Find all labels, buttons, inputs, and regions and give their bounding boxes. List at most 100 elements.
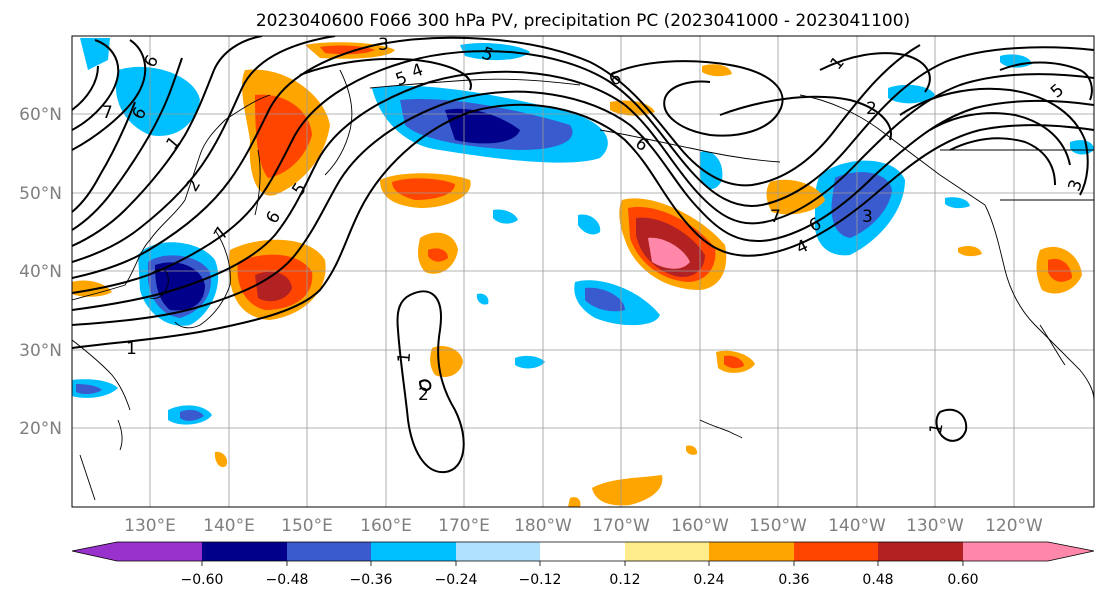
colorbar-segment-2	[202, 542, 287, 561]
colorbar-segment-3	[287, 542, 371, 561]
latitude-labels: 60°N 50°N 40°N 30°N 20°N	[19, 105, 62, 439]
colorbar-tick-label: 0.12	[609, 572, 640, 588]
lon-label-170w: 170°W	[592, 516, 650, 536]
colorbar-ticks	[201, 561, 964, 566]
colorbar-tick-label: 0.24	[693, 572, 724, 588]
pv-contour-west-2	[72, 39, 120, 131]
lon-label-170e: 170°E	[438, 516, 490, 536]
pv-contour-7	[72, 36, 263, 247]
colorbar-segment-extend-high	[1048, 542, 1094, 561]
lat-label-30n: 30°N	[19, 341, 62, 361]
pv-contour-alaska-loop	[819, 52, 931, 93]
lat-label-60n: 60°N	[19, 105, 62, 125]
colorbar-segment-11	[963, 542, 1048, 561]
baja-coast	[1039, 324, 1066, 366]
pv-contour-8	[72, 57, 183, 231]
lon-label-180w: 180°W	[514, 516, 572, 536]
philippines-coast	[79, 454, 96, 501]
california-positive-core	[1048, 258, 1072, 282]
colorbar-segment-extend-low	[72, 542, 117, 561]
alaska-coast	[799, 94, 986, 206]
colorbar-tick-label: −0.36	[350, 572, 393, 588]
pv-contours	[72, 36, 1094, 474]
alaska-negative	[888, 84, 935, 104]
okhotsk-positive-inner	[255, 94, 312, 178]
pv-label-3-north: 3	[378, 35, 389, 55]
aleutian-chain	[599, 129, 781, 163]
small-positive-3	[686, 445, 698, 455]
china-coast	[72, 339, 131, 411]
colorbar-segment-7	[625, 542, 709, 561]
colorbar-tick-label: 0.48	[862, 572, 893, 588]
lon-label-140w: 140°W	[828, 516, 886, 536]
pv-contour-east-1	[719, 95, 892, 141]
hawaii-positive-core	[724, 355, 744, 369]
asia-coast	[72, 94, 271, 301]
lon-label-160e: 160°E	[360, 516, 412, 536]
lon-label-160w: 160°W	[671, 516, 729, 536]
lon-label-150e: 150°E	[281, 516, 333, 536]
pv-label-2-central: 2	[418, 385, 429, 405]
pv-label-3-gulf: 3	[862, 207, 873, 227]
colorbar-segment-1	[117, 542, 202, 561]
pv-contour-3	[72, 70, 1094, 311]
korea-coast	[149, 268, 169, 299]
gridlines	[72, 36, 1094, 507]
pv-contour-1-subtropical	[72, 103, 1094, 349]
lat-label-50n: 50°N	[19, 184, 62, 204]
colorbar-segment-5	[456, 542, 540, 561]
taiwan-positive	[214, 451, 228, 468]
pv-contour-east-4	[949, 137, 1056, 186]
pv-label-1-east: 1	[926, 421, 948, 435]
colorbar-tick-label: 0.36	[778, 572, 809, 588]
kamchatka-coast	[324, 69, 353, 176]
map-panel: 1 1 2 1 4 6 7 3 6 5 4 3 5 2 1 5 3 6 6 7	[71, 35, 1095, 508]
pv-label-2-alaska: 2	[866, 99, 877, 119]
central-negative-4	[515, 355, 545, 369]
colorbar-tick-label: −0.48	[266, 572, 309, 588]
taiwan-coast	[117, 419, 123, 451]
longitude-labels: 130°E 140°E 150°E 160°E 170°E 180°W 170°…	[124, 516, 1043, 536]
hawaii-islands	[699, 419, 743, 439]
japan-coast	[174, 229, 231, 329]
jet-exit-positive-core	[648, 237, 690, 269]
south-positive-2	[568, 497, 581, 507]
pv-contour-9	[72, 101, 136, 213]
pv-closed-loop-central	[396, 290, 465, 474]
philippine-sea-negative-core	[180, 409, 204, 421]
pv-label-1-central: 1	[394, 351, 415, 364]
colorbar-tick-label: −0.12	[519, 572, 562, 588]
pv-contour-2	[72, 90, 1094, 326]
colorbar-outline	[71, 541, 1095, 562]
colorbar-segment-10	[878, 542, 963, 561]
pv-contour-5	[72, 36, 921, 279]
colorbar-segment-4	[371, 542, 456, 561]
small-positive-1-core	[428, 248, 448, 262]
na-west-coast	[984, 204, 1094, 401]
central-negative-1-core	[585, 287, 625, 312]
south-china-negative-core	[76, 384, 102, 395]
lon-label-140e: 140°E	[203, 516, 255, 536]
colorbar-tick-label: −0.24	[435, 572, 478, 588]
pv-contour-4	[72, 46, 1094, 294]
lon-label-130e: 130°E	[124, 516, 176, 536]
lat-label-20n: 20°N	[19, 419, 62, 439]
lon-label-120w: 120°W	[985, 516, 1043, 536]
kamchatka-negative	[115, 66, 200, 136]
pv-contour-west-1	[72, 39, 147, 151]
central-negative-2	[578, 214, 601, 235]
map-background	[72, 36, 1094, 507]
lon-label-130w: 130°W	[906, 516, 964, 536]
colorbar-segment-9	[794, 542, 878, 561]
west-coast-positive	[958, 246, 982, 257]
colorbar-segment-8	[709, 542, 794, 561]
central-negative-3	[493, 209, 518, 224]
pv-label-7-east: 7	[770, 207, 781, 227]
central-negative-5	[476, 293, 489, 305]
pv-contour-6	[72, 36, 336, 263]
pv-contour-bering-loop	[609, 60, 784, 137]
aleutian-negative	[700, 151, 723, 190]
pv-contour-central-ridge	[299, 57, 472, 91]
dateline-positive-core	[392, 178, 455, 200]
coastlines	[72, 69, 1094, 501]
